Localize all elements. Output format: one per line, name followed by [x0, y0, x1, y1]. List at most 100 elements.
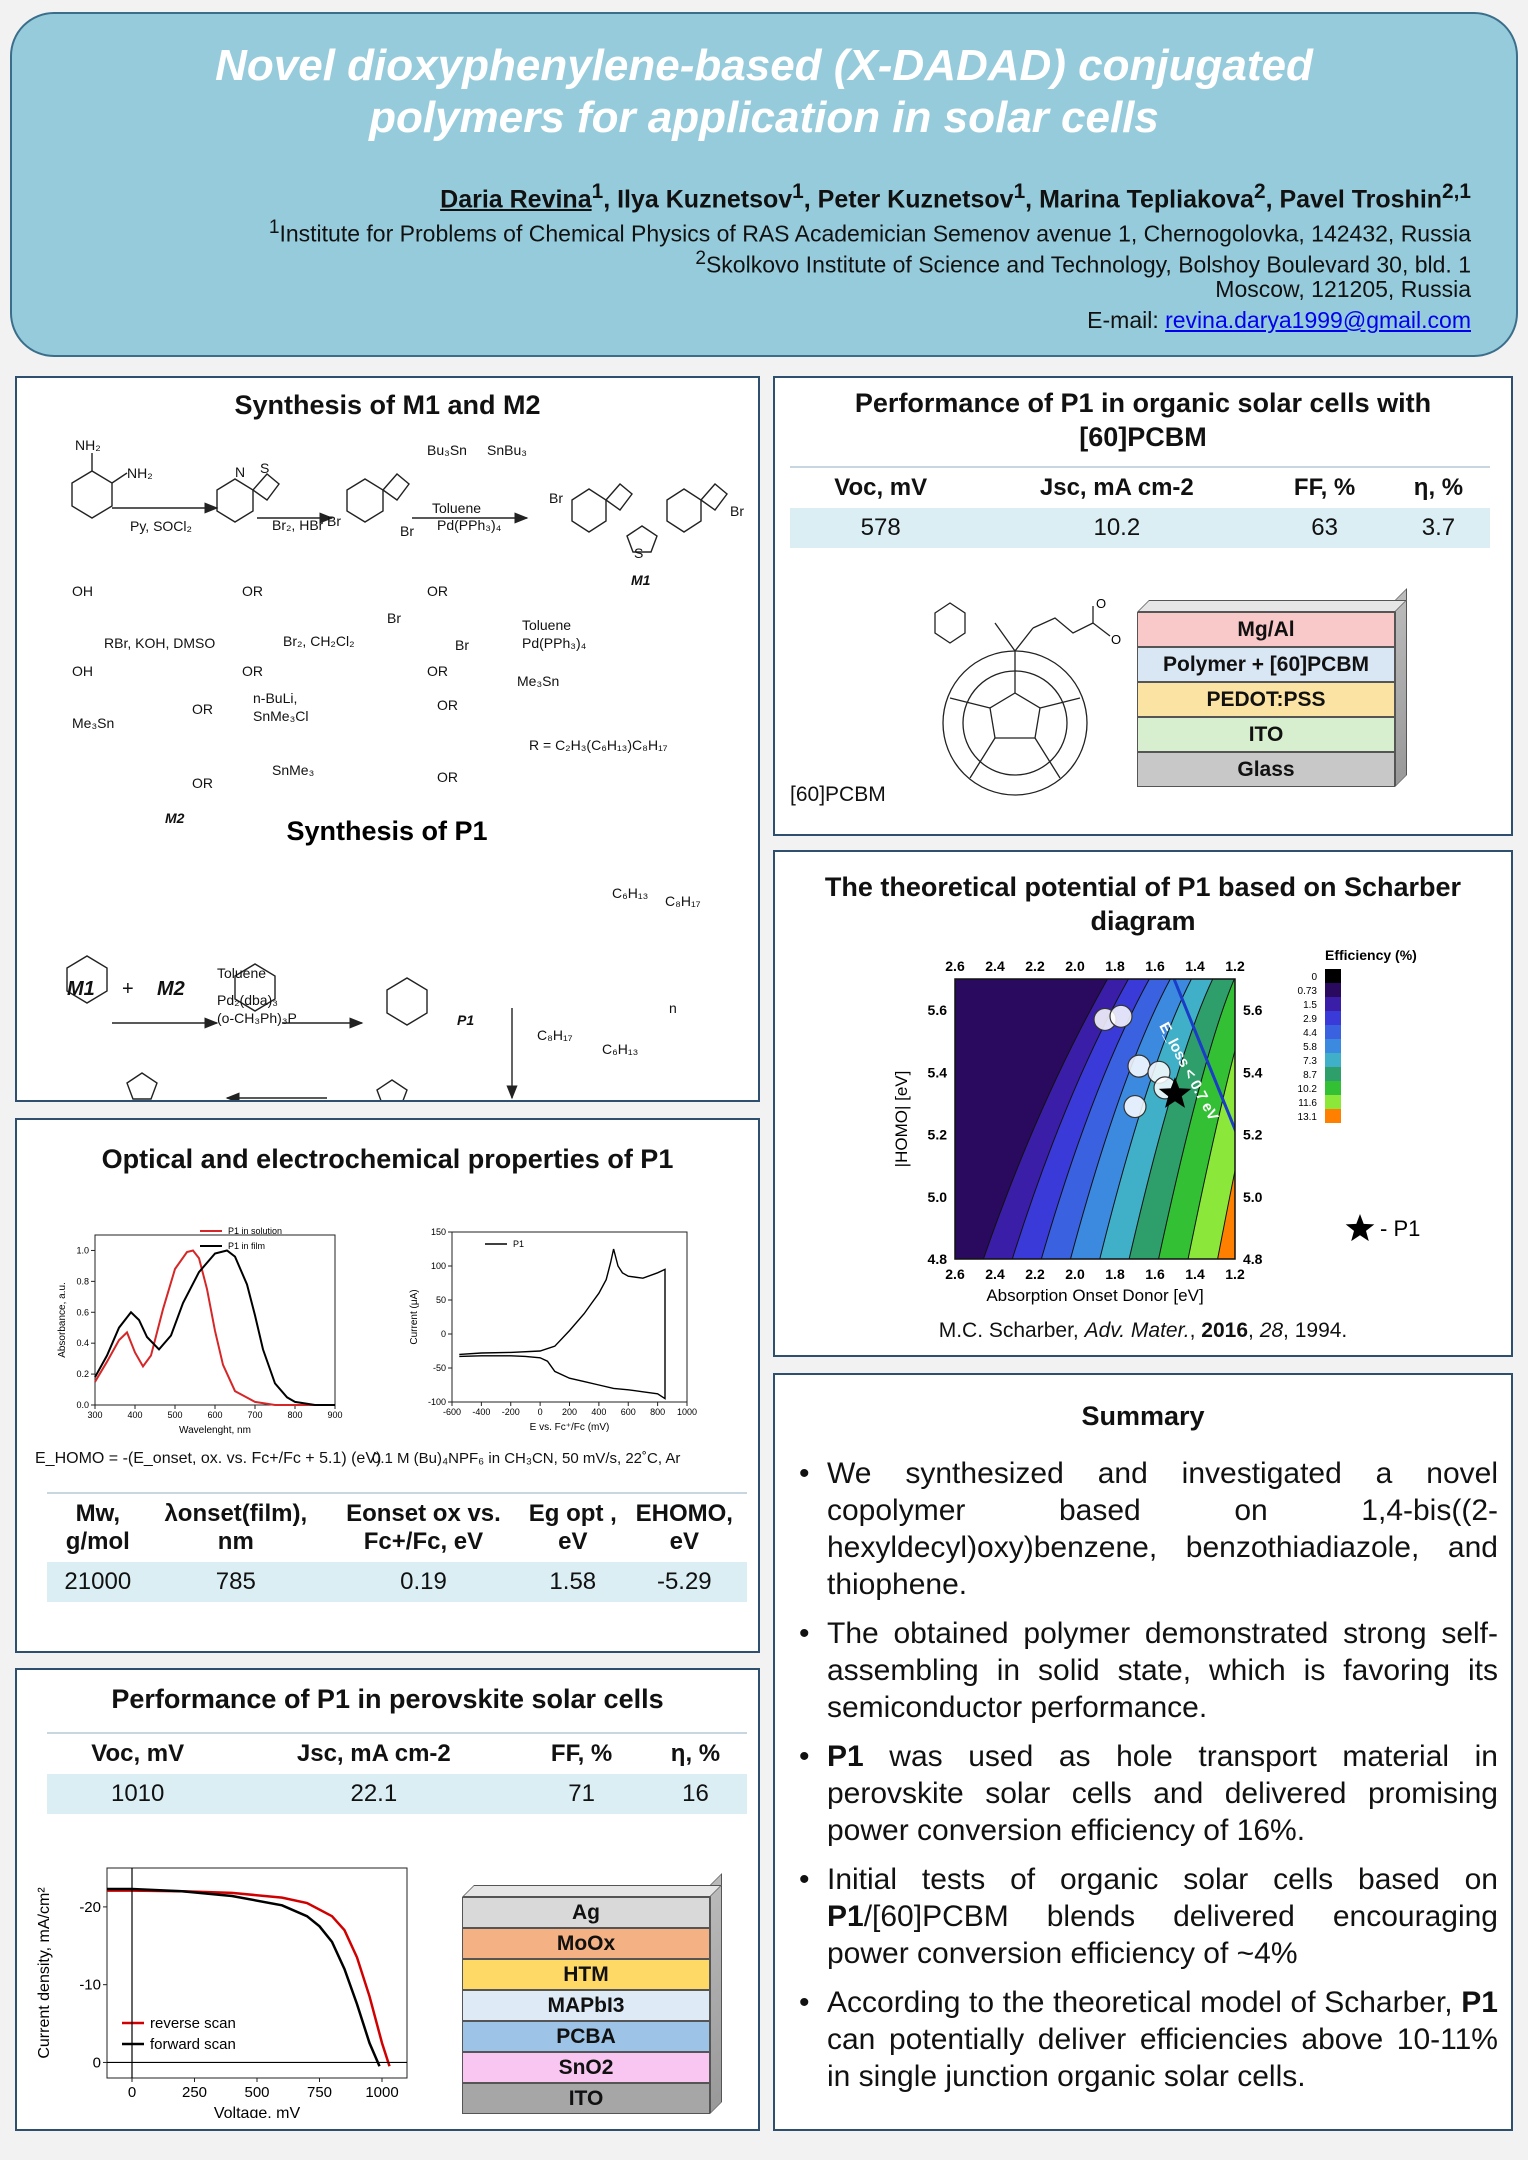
y-tick-label: 150 — [431, 1227, 446, 1237]
series-line — [459, 1248, 666, 1400]
perovskite-panel: Performance of P1 in perovskite solar ce… — [15, 1668, 760, 2131]
svg-text:M1: M1 — [631, 572, 651, 588]
svg-text:Toluene: Toluene — [432, 500, 481, 516]
svg-text:Bu₃Sn: Bu₃Sn — [427, 442, 467, 458]
svg-text:(o-CH₃Ph)₃P: (o-CH₃Ph)₃P — [217, 1010, 297, 1026]
pcbm-structure: O O — [934, 598, 1121, 796]
svg-text:OR: OR — [192, 775, 213, 791]
x-tick-label-top: 2.2 — [1025, 958, 1045, 974]
colorbar-swatch — [1325, 1067, 1341, 1081]
p1-star-marker — [1158, 1077, 1192, 1108]
svg-text:OR: OR — [437, 769, 458, 785]
x-tick-label: 1.4 — [1185, 1266, 1205, 1282]
svg-text:n-BuLi,: n-BuLi, — [253, 690, 297, 706]
y-tick-label: -20 — [79, 1899, 101, 1916]
svg-text:OH: OH — [72, 583, 93, 599]
scharber-chart: 2.6 2.6 2.4 2.4 2.2 2.2 2.0 2.0 1.8 1.8 1.6 1.6 1.4 1… — [892, 947, 1420, 1305]
legend-label: P1 — [513, 1239, 524, 1249]
y-tick-label: 0 — [93, 2054, 101, 2071]
y-axis-label: Absorbance, a.u. — [57, 1282, 68, 1358]
device-stack-side — [710, 1873, 722, 2114]
summary-item: According to the theoretical model of Sc… — [793, 1984, 1498, 2095]
x-tick-label: 0 — [538, 1407, 543, 1417]
device-layer: HTM — [462, 1959, 710, 1990]
x-tick-label: 800 — [650, 1407, 665, 1417]
summary-item: We synthesized and investigated a novel … — [793, 1455, 1498, 1603]
colorbar-label: 2.9 — [1303, 1014, 1317, 1025]
svg-text:Me₃Sn: Me₃Sn — [517, 673, 559, 689]
osc-title: Performance of P1 in organic solar cells… — [854, 388, 1432, 452]
table-row: 578 10.2 63 3.7 — [790, 508, 1490, 548]
x-tick-label-top: 1.4 — [1185, 958, 1205, 974]
svg-text:M1: M1 — [67, 978, 95, 1000]
device-stack-top — [462, 1885, 722, 1897]
perovskite-title: Performance of P1 in perovskite solar ce… — [111, 1684, 664, 1714]
col-header: Eg opt , eV — [528, 1500, 617, 1555]
x-tick-label: 900 — [327, 1410, 342, 1420]
svg-text:n: n — [669, 1000, 677, 1016]
colorbar-label: 1.5 — [1303, 1000, 1317, 1011]
p1-legend-label: - P1 — [1380, 1216, 1420, 1241]
y-tick-label: 0.6 — [76, 1307, 89, 1317]
colorbar-swatch — [1325, 1025, 1341, 1039]
y-tick-label-right: 5.2 — [1243, 1127, 1263, 1143]
device-layer: Glass — [1137, 752, 1395, 787]
x-tick-label: 300 — [87, 1410, 102, 1420]
osc-panel: Performance of P1 in organic solar cells… — [773, 376, 1513, 836]
y-axis-label: |HOMO| [eV] — [892, 1071, 911, 1168]
email-link[interactable]: revina.darya1999@gmail.com — [1165, 307, 1471, 333]
legend-label: reverse scan — [150, 2015, 236, 2032]
x-tick-label-top: 1.8 — [1105, 958, 1125, 974]
cv-chart: -600 -400 -200 0 200 400 600 800 1000 -100 -50 0 50 1… — [409, 1227, 697, 1432]
legend-label: forward scan — [150, 2036, 236, 2053]
svg-text:OR: OR — [427, 663, 448, 679]
y-axis-label: Current density, mA/cm² — [37, 1887, 53, 2059]
x-tick-label: 1.6 — [1145, 1266, 1165, 1282]
svg-text:OH: OH — [72, 663, 93, 679]
author-name: Ilya Kuznetsov — [617, 185, 793, 214]
x-tick-label: 2.6 — [945, 1266, 965, 1282]
y-tick-label: -10 — [79, 1977, 101, 1994]
scharber-citation: M.C. Scharber, Adv. Mater., 2016, 28, 19… — [938, 1319, 1348, 1342]
legend-label: P1 in film — [228, 1241, 265, 1251]
x-tick-label: 200 — [562, 1407, 577, 1417]
device-layer: SnO2 — [462, 2052, 710, 2083]
author-list: Daria Revina1, Ilya Kuznetsov1, Peter Ku… — [440, 180, 1471, 214]
p1-legend-star — [1345, 1214, 1375, 1242]
colorbar-label: 10.2 — [1298, 1084, 1318, 1095]
jv-chart: 0 250 500 750 1000 -20 -10 0 Voltage, mV Current … — [37, 1867, 408, 2118]
colorbar-label: 0 — [1311, 972, 1317, 983]
colorbar-swatch — [1325, 969, 1341, 983]
x-tick-label: 400 — [591, 1407, 606, 1417]
svg-text:S: S — [260, 460, 269, 476]
x-tick-label: 600 — [621, 1407, 636, 1417]
x-tick-label-top: 2.6 — [945, 958, 965, 974]
device-layer: ITO — [462, 2083, 710, 2114]
svg-text:OR: OR — [242, 583, 263, 599]
colorbar-swatch — [1325, 1053, 1341, 1067]
x-axis-label: E vs. Fc⁺/Fc (mV) — [530, 1422, 610, 1432]
y-axis-label: Current (μA) — [409, 1289, 420, 1344]
summary-item: P1 was used as hole transport material i… — [793, 1738, 1498, 1849]
col-header: λonset(film), nm — [164, 1500, 308, 1555]
summary-title: Summary — [1081, 1401, 1205, 1431]
author-name: Marina Tepliakova — [1039, 185, 1254, 214]
x-tick-label: 1000 — [677, 1407, 697, 1417]
colorbar-label: 5.8 — [1303, 1042, 1317, 1053]
colorbar-label: 13.1 — [1298, 1112, 1318, 1123]
x-tick-label-top: 1.2 — [1225, 958, 1245, 974]
x-tick-label: 1.8 — [1105, 1266, 1125, 1282]
x-tick-label: 2.4 — [985, 1266, 1005, 1282]
x-tick-label: 500 — [244, 2084, 269, 2101]
device-layer: PEDOT:PSS — [1137, 682, 1395, 717]
svg-text:O: O — [1111, 632, 1121, 647]
device-layer: MoOx — [462, 1928, 710, 1959]
svg-text:NH₂: NH₂ — [127, 465, 153, 481]
efficiency-bands — [955, 979, 1235, 1259]
colorbar-title: Efficiency (%) — [1325, 947, 1417, 963]
y-tick-label: 50 — [436, 1295, 446, 1305]
plot-frame — [94, 1234, 336, 1406]
y-tick-label: 5.0 — [928, 1189, 948, 1205]
svg-text:SnMe₃: SnMe₃ — [272, 762, 314, 778]
svg-text:Toluene: Toluene — [217, 965, 266, 981]
